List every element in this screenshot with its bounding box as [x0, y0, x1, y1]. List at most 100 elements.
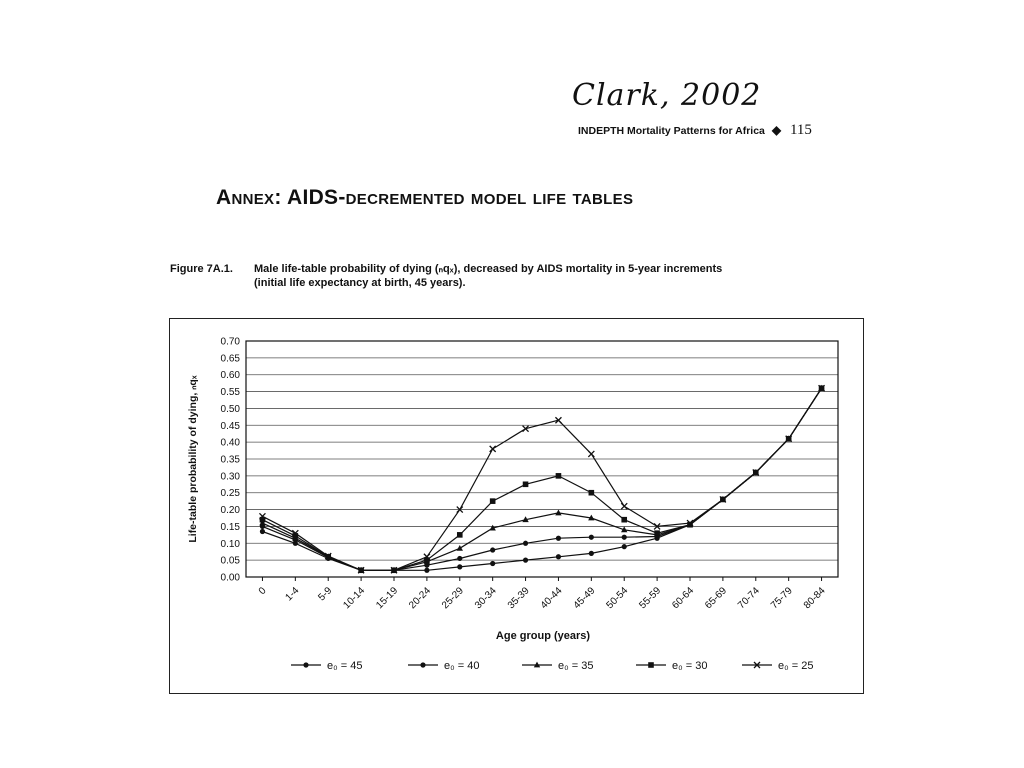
x-tick-label: 1-4: [283, 585, 301, 603]
series-5-point: [291, 529, 299, 537]
series-2-point: [621, 534, 627, 540]
series-3-point: [621, 526, 628, 533]
series-5-point: [489, 445, 497, 453]
series-5-point: [752, 469, 760, 476]
x-tick-label: 15-19: [374, 585, 400, 611]
y-tick-label: 0.10: [221, 539, 241, 550]
x-tick-label: 60-64: [670, 585, 696, 611]
y-tick-label: 0.55: [221, 387, 241, 398]
series-1-point: [588, 550, 594, 557]
series-2-point: [490, 547, 496, 553]
legend-label: e₀ = 30: [672, 660, 707, 672]
series-5-line: [262, 387, 823, 571]
y-tick-label: 0.50: [221, 404, 241, 415]
legend-label: e₀ = 40: [444, 660, 479, 672]
series-5-point: [522, 425, 530, 433]
x-tick-label: 50-54: [604, 585, 630, 611]
legend-label: e₀ = 25: [778, 660, 813, 672]
series-4-point: [259, 516, 266, 523]
series-5-point: [390, 566, 398, 574]
y-tick-label: 0.30: [221, 471, 241, 482]
series-1-point: [490, 560, 496, 567]
figure-label: Figure 7A.1.: [170, 263, 233, 275]
annex-title: Annex: AIDS-decremented model life table…: [216, 186, 634, 209]
series-5-point: [554, 416, 562, 424]
y-tick-label: 0.40: [221, 438, 241, 449]
series-4-point: [292, 533, 299, 539]
y-tick-label: 0.15: [221, 522, 241, 533]
handwritten-signature: Clark, 2002: [572, 78, 762, 113]
series-5-point: [620, 502, 628, 510]
series-5-point: [785, 435, 793, 443]
series-3-point: [489, 524, 496, 531]
series-5-point: [686, 519, 694, 527]
series-5-point: [258, 512, 266, 520]
y-axis-title: Life-table probability of dying, ₙqₓ: [187, 375, 199, 542]
x-tick-label: 80-84: [802, 585, 828, 611]
series-5-point: [456, 506, 464, 514]
figure-caption-line1: Male life-table probability of dying (ₙq…: [254, 263, 723, 275]
x-tick-label: 20-24: [407, 585, 433, 611]
series-1-point: [621, 544, 627, 550]
series-2-point: [457, 555, 463, 562]
legend-marker: [648, 662, 654, 668]
x-tick-label: 10-14: [341, 585, 367, 611]
series-2-point: [555, 535, 562, 541]
x-axis-title: Age group (years): [496, 630, 590, 642]
series-4-point: [588, 489, 595, 496]
series-1-point: [555, 554, 562, 560]
series-3-point: [456, 544, 463, 551]
series-5-point: [357, 566, 365, 574]
series-1-point: [259, 528, 266, 535]
x-tick-label: 30-34: [473, 585, 499, 611]
legend-label: e₀ = 35: [558, 660, 593, 672]
diamond-icon: ◆: [771, 123, 782, 137]
x-tick-label: 45-49: [572, 585, 598, 611]
x-tick-label: 5-9: [316, 585, 334, 603]
x-tick-label: 35-39: [506, 585, 532, 611]
y-tick-label: 0.65: [221, 353, 241, 364]
legend-marker: [420, 662, 426, 668]
series-4-point: [687, 521, 693, 528]
series-5-point: [423, 553, 431, 561]
series-5-point: [719, 495, 727, 503]
x-tick-label: 70-74: [736, 585, 762, 611]
series-3-point: [259, 519, 266, 526]
y-tick-label: 0.70: [221, 337, 241, 348]
series-5-point: [818, 384, 826, 392]
y-tick-label: 0.60: [221, 370, 241, 381]
series-4-point: [555, 473, 562, 479]
figure-caption: Male life-table probability of dying (ₙq…: [254, 262, 874, 290]
series-2-point: [522, 540, 529, 546]
x-tick-label: 55-59: [637, 585, 663, 611]
series-3-point: [522, 516, 529, 523]
series-4-point: [621, 516, 628, 523]
series-5-point: [324, 552, 332, 560]
legend-marker: [753, 661, 761, 669]
chart-frame: [169, 318, 864, 694]
series-4-point: [654, 530, 660, 536]
y-tick-label: 0.05: [221, 556, 241, 567]
y-tick-label: 0.45: [221, 421, 241, 432]
legend-marker: [303, 662, 309, 668]
figure-caption-line2: (initial life expectancy at birth, 45 ye…: [254, 277, 466, 289]
x-tick-label: 40-44: [539, 585, 565, 611]
y-tick-label: 0.00: [221, 573, 241, 584]
page-number: 115: [789, 122, 812, 138]
legend-marker: [533, 661, 541, 668]
y-tick-label: 0.35: [221, 455, 241, 466]
y-tick-label: 0.25: [221, 488, 241, 499]
series-1-point: [522, 557, 529, 563]
running-head-title: INDEPTH Mortality Patterns for Africa: [578, 125, 765, 137]
series-1-point: [457, 564, 463, 570]
series-1-point: [424, 567, 430, 573]
x-tick-label: 25-29: [440, 585, 466, 611]
series-4-point: [456, 532, 463, 538]
series-3-point: [555, 509, 562, 516]
series-4-point: [489, 498, 496, 504]
series-5-point: [587, 450, 595, 458]
series-2-point: [588, 534, 594, 540]
series-4-point: [424, 557, 430, 563]
series-4-point: [522, 481, 529, 488]
